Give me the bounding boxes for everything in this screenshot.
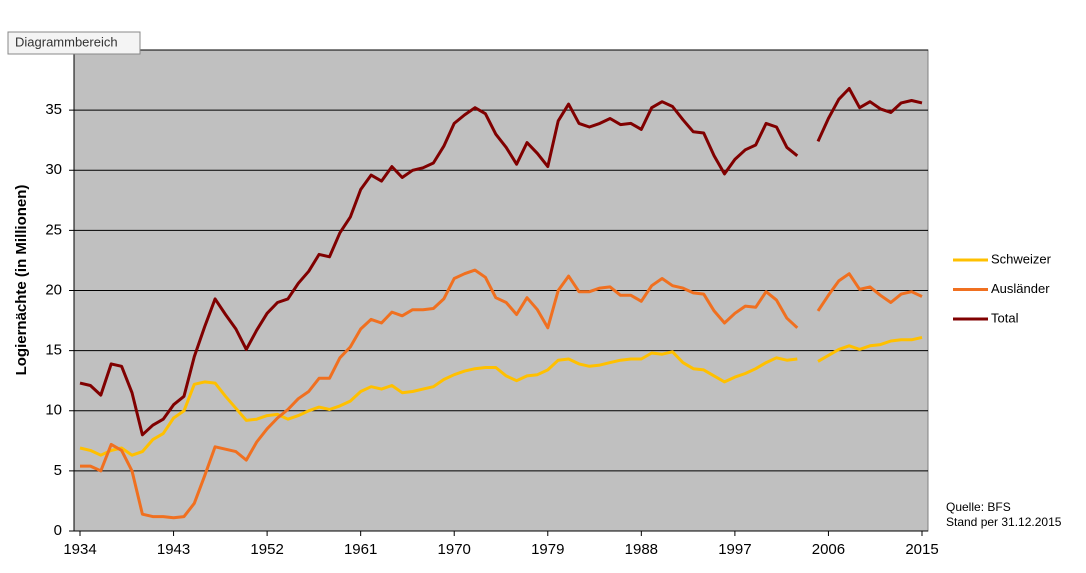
y-tick-label: 25 — [45, 221, 62, 238]
source: Quelle: BFS — [946, 500, 1011, 514]
x-tick-label: 1970 — [438, 541, 471, 558]
x-tick-label: 1934 — [63, 541, 96, 558]
tooltip-box — [7, 31, 141, 55]
series-line — [79, 335, 923, 457]
legend-label: Total — [991, 310, 1019, 325]
x-tick-label: 2015 — [905, 541, 938, 558]
y-tick-label: 0 — [54, 522, 62, 539]
x-tick-label: 1961 — [344, 541, 377, 558]
x-tick-label: 1952 — [250, 541, 283, 558]
x-tick-label: 2006 — [812, 541, 845, 558]
y-axis-label: Logiernächte (in Millionen) — [13, 185, 30, 376]
series-line — [79, 87, 923, 437]
x-tick-label: 1979 — [531, 541, 564, 558]
series-line — [80, 268, 923, 520]
legend-label: Schweizer — [991, 251, 1052, 266]
source-date: Stand per 31.12.2015 — [946, 515, 1062, 529]
y-tick-label: 20 — [45, 281, 62, 298]
x-tick-label: 1997 — [718, 541, 751, 558]
y-tick-label: 5 — [54, 462, 62, 479]
tooltip-text: Diagrammbereich — [15, 34, 118, 49]
y-tick-label: 15 — [45, 342, 62, 359]
x-tick-label: 1988 — [625, 541, 658, 558]
tooltip: Diagrammbereich — [7, 31, 141, 55]
x-tick-label: 1943 — [157, 541, 190, 558]
y-tick-label: 30 — [45, 161, 62, 178]
y-tick-label: 10 — [45, 402, 62, 419]
y-tick-label: 35 — [45, 101, 62, 118]
legend-label: Ausländer — [991, 281, 1050, 296]
